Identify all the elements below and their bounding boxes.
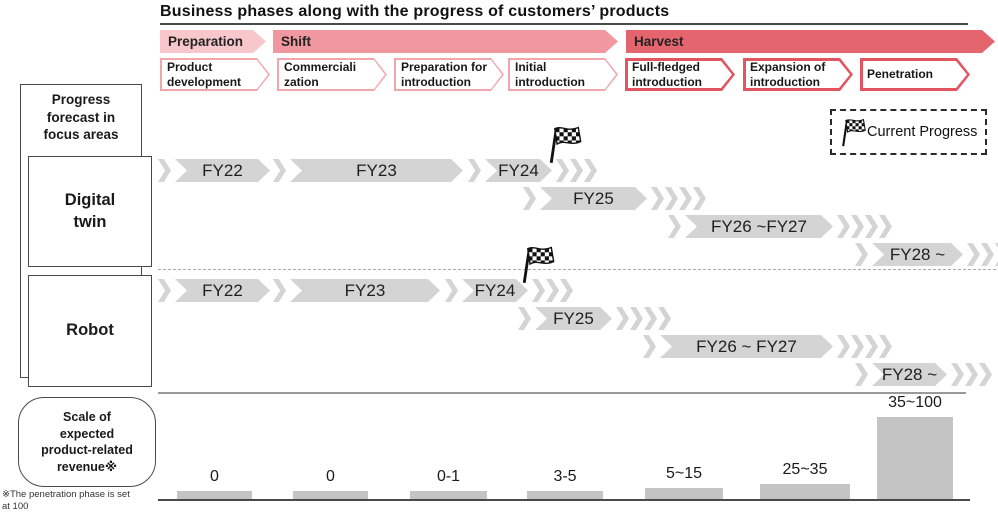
stage-preparation-for-introduction: Preparation for introduction xyxy=(394,58,504,91)
revenue-bar xyxy=(410,491,487,500)
revenue-bar xyxy=(527,491,603,500)
chevron-icon xyxy=(584,159,597,182)
phase-shift-label: Shift xyxy=(281,34,311,49)
chevron-icon xyxy=(855,363,868,386)
chevron-icon xyxy=(679,187,692,210)
chevron-icon xyxy=(837,335,850,358)
phase-preparation-label: Preparation xyxy=(168,34,244,49)
row-label-robot: Robot xyxy=(28,275,152,387)
revenue-value: 3-5 xyxy=(553,468,577,485)
chevron-icon xyxy=(979,363,992,386)
revenue-value: 25~35 xyxy=(782,461,828,478)
chevron-icon xyxy=(518,307,531,330)
stage-expansion-of-introduction: Expansion of introduction xyxy=(743,58,853,91)
revenue-scale-box: Scale of expected product-related revenu… xyxy=(18,397,156,487)
chevron-icon xyxy=(865,335,878,358)
revenue-value: 0 xyxy=(210,468,219,485)
revenue-value: 35~100 xyxy=(888,394,942,411)
chevron-icon xyxy=(665,187,678,210)
focus-areas-label: Progress xyxy=(51,92,111,107)
chart-baseline xyxy=(158,499,970,501)
current-progress-flag-robot xyxy=(522,246,556,284)
chevron-icon xyxy=(981,243,994,266)
chevron-icon xyxy=(837,215,850,238)
phase-shift: Shift xyxy=(273,30,618,53)
chevron-icon xyxy=(965,363,978,386)
revenue-bar xyxy=(177,491,252,500)
chevron-icon xyxy=(273,279,286,302)
legend-current-progress: Current Progress xyxy=(830,109,987,155)
stage-label: Initial xyxy=(515,60,547,75)
dt-bar-fy24: FY24 xyxy=(468,159,552,182)
revenue-bar xyxy=(293,491,368,500)
title-underline xyxy=(160,23,968,25)
chevron-icon xyxy=(879,215,892,238)
footnote: ※The penetration phase is set at 100 xyxy=(2,489,130,512)
chevron-icon xyxy=(158,159,171,182)
chevron-icon xyxy=(630,307,643,330)
phase-preparation: Preparation xyxy=(160,30,266,53)
chevron-icon xyxy=(879,335,892,358)
chevron-icon xyxy=(616,307,629,330)
robot-bar-fy22: FY22 xyxy=(158,279,270,302)
checkered-flag-icon xyxy=(842,118,867,147)
stage-label: Preparation for xyxy=(401,60,488,75)
dt-bar-fy23: FY23 xyxy=(273,159,463,182)
robot-bar-fy28: FY28 ~ xyxy=(855,363,947,386)
revenue-bar xyxy=(877,417,953,500)
chevron-icon xyxy=(658,307,671,330)
stage-penetration: Penetration xyxy=(860,58,970,91)
stage-label: Commerciali xyxy=(284,60,357,75)
revenue-value: 5~15 xyxy=(665,465,703,482)
chevron-icon xyxy=(668,215,681,238)
robot-bar-fy26-fy27: FY26 ~ FY27 xyxy=(643,335,833,358)
stage-initial-introduction: Initial introduction xyxy=(508,58,618,91)
current-progress-flag-digital-twin xyxy=(549,126,583,164)
robot-bar-fy24: FY24 xyxy=(445,279,528,302)
revenue-value: 0-1 xyxy=(436,468,461,485)
revenue-bar xyxy=(645,488,723,500)
section-divider-dashed xyxy=(158,269,996,270)
chevron-icon xyxy=(851,215,864,238)
chart-top-divider xyxy=(158,392,966,394)
revenue-value: 0 xyxy=(326,468,335,485)
row-label-digital-twin: Digital twin xyxy=(28,156,152,267)
dt-bar-fy25: FY25 xyxy=(523,187,647,210)
robot-bar-fy23: FY23 xyxy=(273,279,440,302)
stage-commercialization: Commerciali zation xyxy=(277,58,387,91)
chevron-icon xyxy=(851,335,864,358)
stage-label: Full-fledged xyxy=(632,60,700,75)
stage-label: Product xyxy=(167,60,213,75)
stage-label: Expansion of xyxy=(750,60,826,75)
robot-bar-fy25: FY25 xyxy=(518,307,612,330)
dt-bar-fy26-fy27: FY26 ~FY27 xyxy=(668,215,833,238)
chevron-icon xyxy=(445,279,458,302)
page-title: Business phases along with the progress … xyxy=(160,3,670,20)
chevron-icon xyxy=(865,215,878,238)
chevron-icon xyxy=(523,187,536,210)
chevron-icon xyxy=(468,159,481,182)
dt-bar-fy22: FY22 xyxy=(158,159,270,182)
chevron-icon xyxy=(693,187,706,210)
stage-label: Penetration xyxy=(867,67,934,82)
chevron-icon xyxy=(644,307,657,330)
chevron-icon xyxy=(967,243,980,266)
chevron-icon xyxy=(273,159,286,182)
dt-bar-fy28: FY28 ~ xyxy=(855,243,963,266)
stage-full-fledged-introduction: Full-fledged introduction xyxy=(625,58,735,91)
legend-label: Current Progress xyxy=(867,124,978,140)
chevron-icon xyxy=(158,279,171,302)
revenue-bar xyxy=(760,484,850,500)
stage-product-development: Product development xyxy=(160,58,270,91)
chevron-icon xyxy=(651,187,664,210)
phase-harvest-label: Harvest xyxy=(634,34,684,49)
phase-harvest: Harvest xyxy=(626,30,995,53)
chevron-icon xyxy=(951,363,964,386)
chevron-icon xyxy=(560,279,573,302)
chevron-icon xyxy=(855,243,868,266)
chevron-icon xyxy=(643,335,656,358)
